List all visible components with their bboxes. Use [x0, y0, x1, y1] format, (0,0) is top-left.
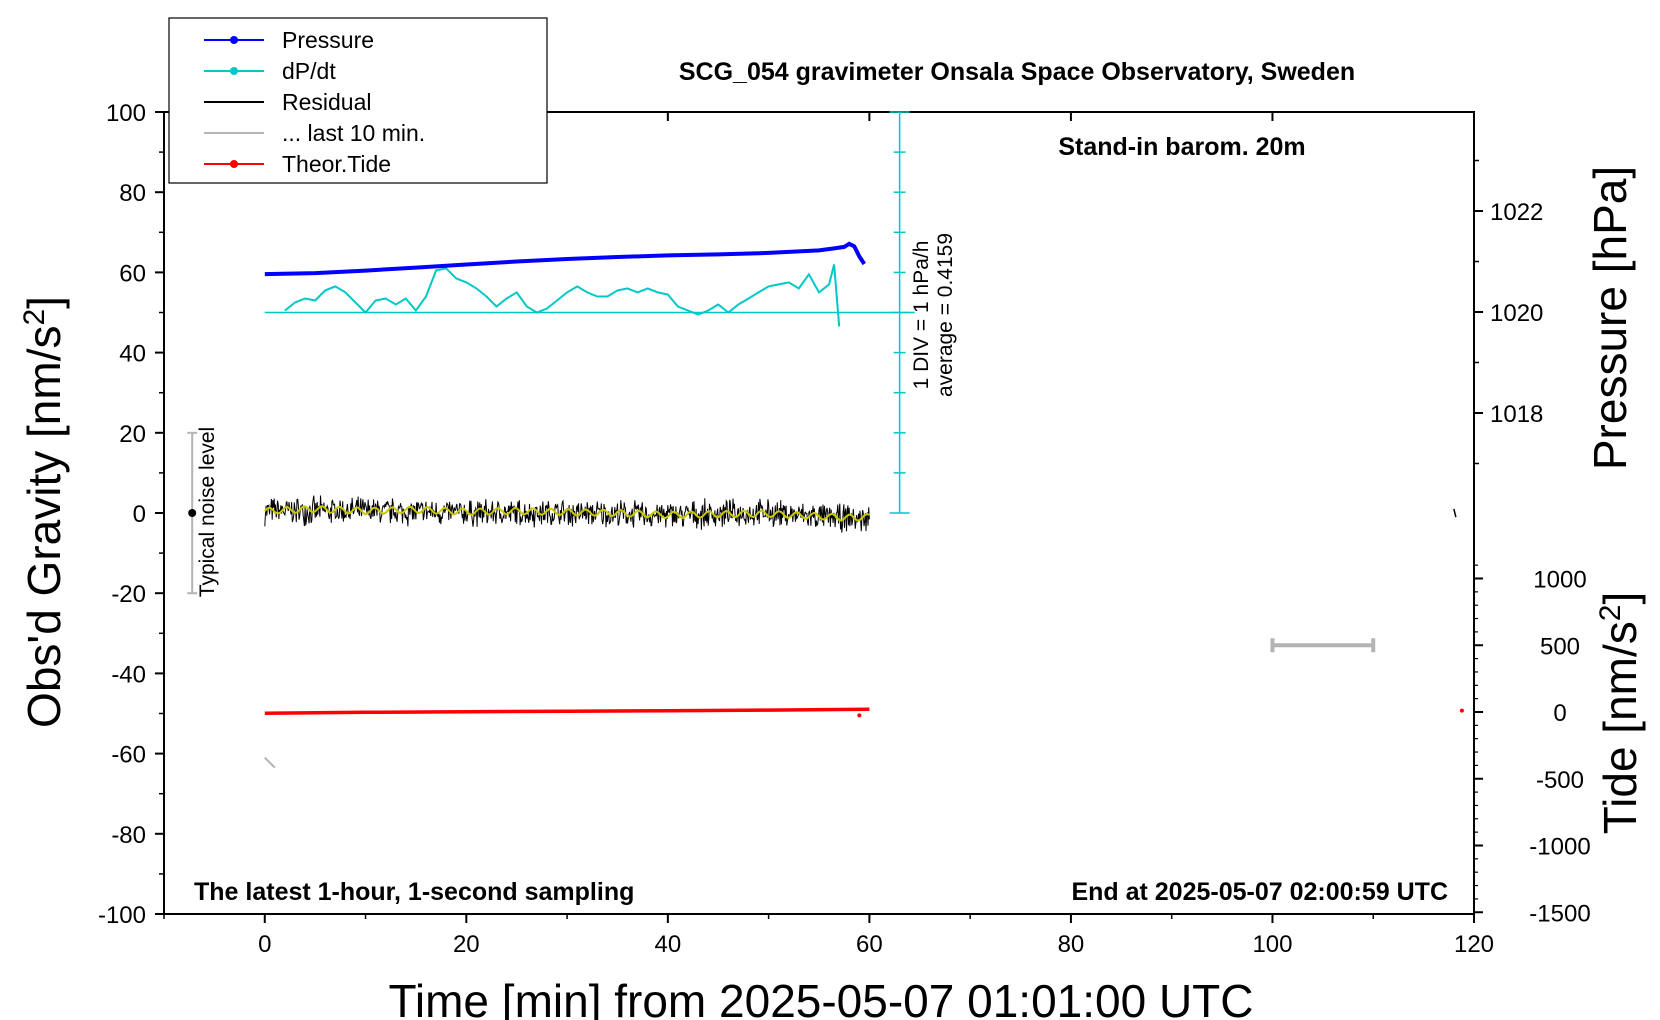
y-tide-tick-label: 500: [1540, 633, 1580, 660]
y-axis-tide-title-sup: 2: [1594, 605, 1627, 622]
y-tide-tick-label: 1000: [1533, 567, 1586, 594]
legend-marker: [230, 160, 238, 168]
dpdt-scale-label: 1 DIV = 1 hPa/h: [910, 241, 933, 390]
legend-label: Pressure: [282, 27, 374, 53]
y-left-tick-label: 80: [119, 180, 146, 207]
dpdt-average-label: average = 0.4159: [934, 233, 957, 397]
subtitle-right: End at 2025-05-07 02:00:59 UTC: [1071, 878, 1448, 906]
x-tick-label: 60: [856, 931, 883, 958]
legend-label: ... last 10 min.: [282, 120, 425, 146]
x-tick-label: 80: [1058, 931, 1085, 958]
y-left-tick-label: 40: [119, 341, 146, 368]
x-tick-label: 20: [453, 931, 480, 958]
legend: Pressure dP/dt Residual ... last 10 min. The…: [168, 17, 548, 184]
y-left-tick-label: -40: [111, 661, 146, 688]
series-dpdt-line: [284, 264, 841, 327]
y-left-tick-label: -60: [111, 742, 146, 769]
x-tick-label: 120: [1454, 931, 1494, 958]
tide-point: [857, 713, 862, 718]
y-axis-left-title: Obs'd Gravity [nm/s2]: [18, 296, 70, 728]
series-residual-line: [264, 495, 870, 533]
axis-ticks: 0 20 40 60 80 100 120 100 80 60 40 20 0 -20 -40 -60 -80 -…: [98, 100, 1591, 958]
y-left-tick-label: 0: [133, 501, 146, 528]
last-10-min-segment: [264, 756, 276, 769]
x-axis-title: Time [min] from 2025-05-07 01:01:00 UTC: [389, 975, 1254, 1020]
y-tide-tick-label: -1500: [1529, 900, 1590, 927]
y-tide-tick-label: 0: [1553, 700, 1566, 727]
y-left-tick-label: -100: [98, 902, 146, 929]
legend-label: Theor.Tide: [282, 151, 391, 177]
y-axis-left-title-sup: 2: [18, 309, 51, 326]
legend-label: Residual: [282, 89, 372, 115]
y-pressure-tick-label: 1018: [1490, 401, 1543, 428]
y-left-tick-label: -80: [111, 822, 146, 849]
y-axis-left-title-main: Obs'd Gravity [nm/s: [18, 326, 70, 728]
y-axis-tide-title: Tide [nm/s2]: [1594, 592, 1646, 835]
y-tide-tick-label: -500: [1536, 767, 1584, 794]
y-left-tick-label: -20: [111, 581, 146, 608]
y-axis-tide-title-end: ]: [1594, 592, 1646, 605]
x-tick-label: 40: [654, 931, 681, 958]
subtitle-left: The latest 1-hour, 1-second sampling: [194, 878, 634, 906]
x-tick-label: 100: [1252, 931, 1292, 958]
y-left-tick-label: 100: [106, 100, 146, 127]
chart-title: SCG_054 gravimeter Onsala Space Observat…: [679, 58, 1355, 86]
legend-marker: [230, 67, 238, 75]
y-pressure-tick-label: 1020: [1490, 300, 1543, 327]
series-pressure-line: [264, 241, 866, 277]
legend-items: Pressure dP/dt Residual ... last 10 min. The…: [204, 27, 425, 177]
legend-box: [168, 17, 548, 184]
legend-label: dP/dt: [282, 58, 336, 84]
series-smoothed-residual-line: [264, 505, 870, 522]
y-axis-tide-title-main: Tide [nm/s: [1594, 621, 1646, 834]
tide-end-point: [1459, 708, 1464, 713]
plot-marks: [187, 111, 1464, 769]
x-tick-label: 0: [258, 931, 271, 958]
y-tide-tick-label: -1000: [1529, 834, 1590, 861]
series-tide-line: [264, 707, 870, 716]
y-left-tick-label: 20: [119, 421, 146, 448]
y-axis-left-title-end: ]: [18, 296, 70, 309]
residual-end-mark: [1453, 508, 1457, 518]
barometer-note: Stand-in barom. 20m: [1058, 133, 1305, 161]
noise-level-label: Typical noise level: [196, 427, 219, 597]
y-axis-pressure-title: Pressure [hPa]: [1584, 166, 1636, 470]
noise-bar-center: [188, 509, 197, 517]
y-pressure-tick-label: 1022: [1490, 199, 1543, 226]
y-left-tick-label: 60: [119, 260, 146, 287]
legend-marker: [230, 36, 238, 44]
